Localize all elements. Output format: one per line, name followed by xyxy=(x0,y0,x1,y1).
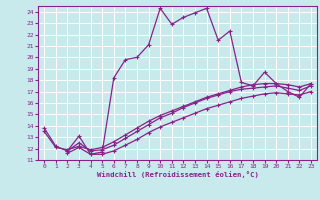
X-axis label: Windchill (Refroidissement éolien,°C): Windchill (Refroidissement éolien,°C) xyxy=(97,171,259,178)
